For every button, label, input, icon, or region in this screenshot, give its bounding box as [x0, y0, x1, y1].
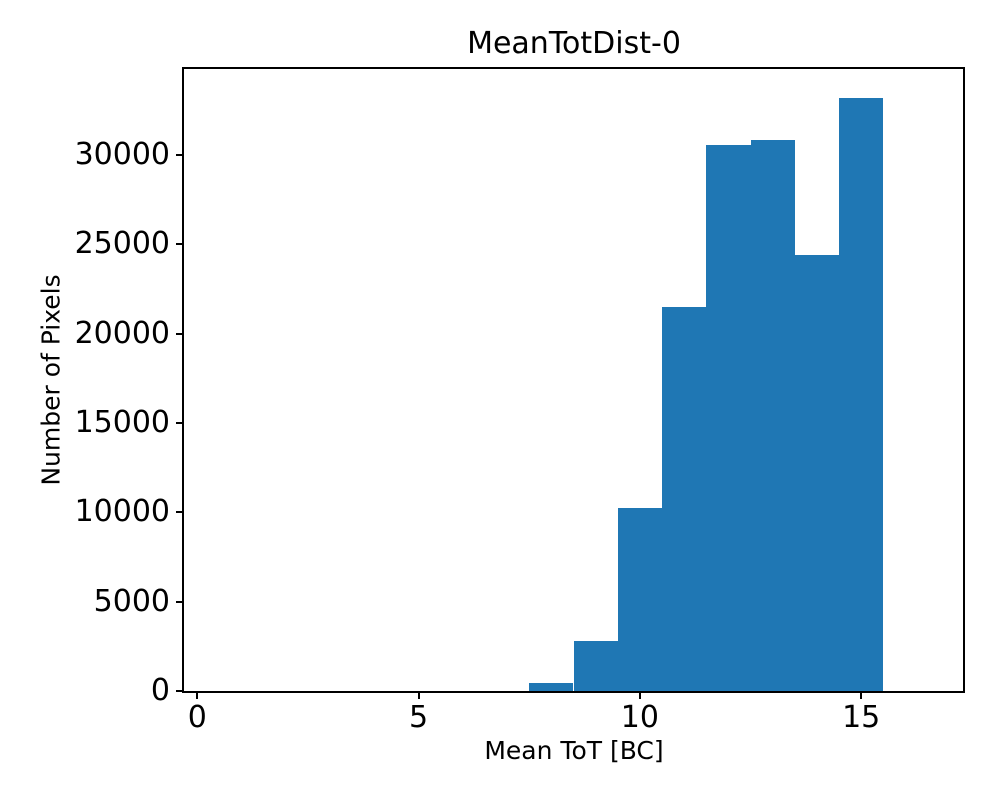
y-tick [176, 690, 184, 692]
x-tick [417, 691, 420, 699]
x-tick-label: 0 [187, 700, 207, 735]
x-axis-label: Mean ToT [BC] [484, 736, 664, 765]
x-tick-label: 10 [620, 700, 659, 735]
histogram-bar [617, 507, 662, 691]
histogram-bar [573, 640, 618, 691]
x-tick [860, 691, 863, 699]
histogram-bar [750, 140, 795, 691]
y-tick-label: 25000 [74, 226, 170, 262]
y-tick [176, 332, 184, 335]
x-tick-label: 5 [409, 700, 429, 735]
y-axis-label: Number of Pixels [36, 274, 66, 486]
y-tick-label: 5000 [93, 583, 170, 619]
y-tick-label: 0 [150, 673, 170, 708]
chart-title: MeanTotDist-0 [467, 26, 681, 61]
x-tick [196, 691, 199, 699]
y-tick [176, 243, 184, 246]
histogram-bar [706, 144, 751, 691]
y-tick [176, 600, 184, 603]
y-tick-label: 30000 [74, 136, 170, 172]
histogram-bar [794, 254, 840, 691]
y-tick [176, 511, 184, 514]
y-tick [176, 421, 184, 424]
x-tick [638, 691, 641, 699]
y-tick-label: 20000 [74, 315, 170, 351]
y-tick [176, 153, 184, 156]
histogram-bar [839, 98, 884, 691]
histogram-bar [662, 306, 707, 691]
y-tick-label: 10000 [74, 494, 170, 530]
y-tick-label: 15000 [74, 404, 170, 440]
histogram-bar [529, 682, 574, 691]
plot-area: 0 5 10 15 0 5000 10000 15000 20000 25000 30000 [75, 67, 965, 733]
x-tick-label: 15 [842, 700, 881, 735]
